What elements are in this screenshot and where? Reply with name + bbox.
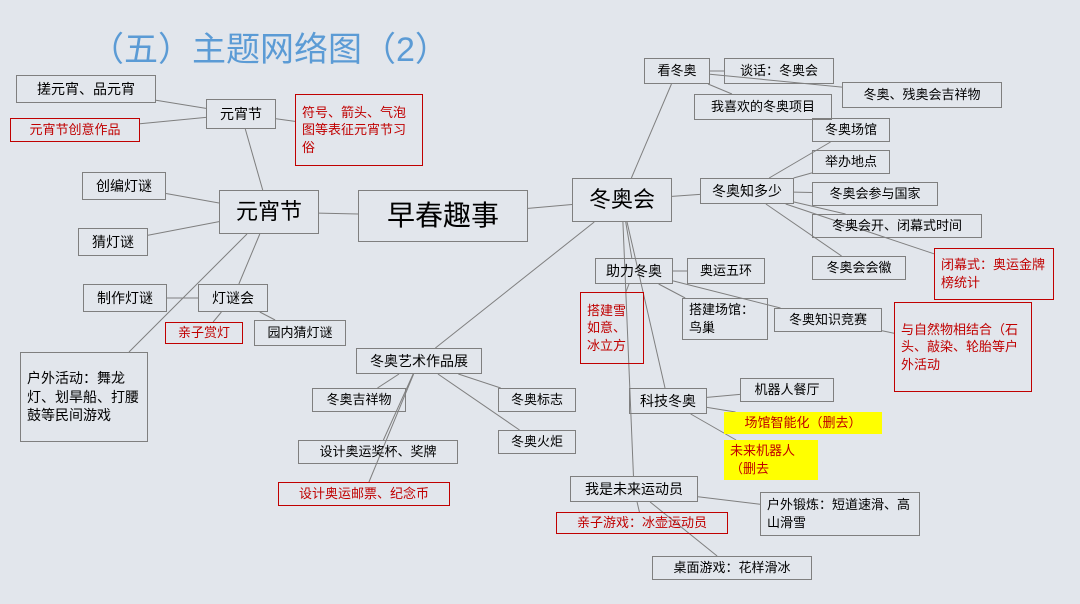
edge-yxj_main-cdmz xyxy=(148,222,219,236)
edge-yxj_main-bdmz xyxy=(166,194,219,204)
node-dyhj: 冬奥火炬 xyxy=(498,430,576,454)
node-dyh: 冬奥会 xyxy=(572,178,672,222)
node-wljqr: 未来机器人（删去 xyxy=(724,440,818,480)
diagram-stage: （五）主题网络图（2） 早春趣事元宵节元宵节搓元宵、品元宵元宵节创意作品符号、箭… xyxy=(0,0,1080,604)
node-dmh: 灯谜会 xyxy=(198,284,268,312)
edge-zldy-djcg xyxy=(659,284,686,298)
edge-yxj_main-yxj_top xyxy=(245,129,262,190)
node-sjyp: 设计奥运邮票、纪念币 xyxy=(278,482,450,506)
node-yncdm: 园内猜灯谜 xyxy=(254,320,346,346)
edge-dyh-kdy xyxy=(631,84,671,178)
edge-dyh-zldy xyxy=(626,222,632,258)
edge-wswl-hwdl xyxy=(698,497,760,505)
node-dyjxw: 冬奥吉祥物 xyxy=(312,388,406,412)
edge-dmh-yncdm xyxy=(260,312,275,320)
node-jbdd: 举办地点 xyxy=(812,150,890,174)
node-yxj_top: 元宵节 xyxy=(206,99,276,129)
node-zldy: 助力冬奥 xyxy=(595,258,673,284)
edge-yxj_top-yxj_creative xyxy=(140,117,206,123)
edge-kjdy-jqrct xyxy=(707,394,740,397)
node-qzsd: 亲子赏灯 xyxy=(165,322,243,344)
node-wxhdyxm: 我喜欢的冬奥项目 xyxy=(694,94,832,120)
node-cgznh: 场馆智能化（删去） xyxy=(724,412,882,434)
edge-dmh-qzsd xyxy=(213,312,221,322)
node-dyhz: 冬奥会会徽 xyxy=(812,256,906,280)
edge-yszpz-dyjxw xyxy=(377,374,399,388)
node-bms: 闭幕式：奥运金牌榜统计 xyxy=(934,248,1054,300)
node-center: 早春趣事 xyxy=(358,190,528,242)
node-djcg: 搭建场馆：鸟巢 xyxy=(682,298,768,340)
node-sjjb: 设计奥运奖杯、奖牌 xyxy=(298,440,458,464)
node-zsjs: 冬奥知识竞赛 xyxy=(774,308,882,332)
node-zmyx: 桌面游戏：花样滑冰 xyxy=(652,556,812,580)
edge-dyh-dyzsd xyxy=(672,194,700,196)
node-thdyh: 谈话：冬奥会 xyxy=(724,58,834,84)
node-yxj_main: 元宵节 xyxy=(219,190,319,234)
edge-dyzsd-jbdd xyxy=(794,173,812,178)
node-zzdmz: 制作灯谜 xyxy=(83,284,167,312)
node-kdy: 看冬奥 xyxy=(644,58,710,84)
edge-yszpz-dybz xyxy=(458,374,500,388)
node-yxj_creative: 元宵节创意作品 xyxy=(10,118,140,142)
node-outdoor: 户外活动：舞龙灯、划旱船、打腰鼓等民间游戏 xyxy=(20,352,148,442)
edge-yxj_main-dmh xyxy=(239,234,260,284)
node-aywh: 奥运五环 xyxy=(687,258,765,284)
edge-center-dyh xyxy=(528,204,572,208)
node-dybz: 冬奥标志 xyxy=(498,388,576,412)
node-cooking: 搓元宵、品元宵 xyxy=(16,75,156,103)
edge-zsjs-zrjh xyxy=(882,331,894,333)
node-dyzsd: 冬奥知多少 xyxy=(700,178,794,204)
edge-yxj_top-symbols xyxy=(276,119,295,122)
node-dycg: 冬奥场馆 xyxy=(812,118,890,142)
node-kbm: 冬奥会开、闭幕式时间 xyxy=(812,214,982,238)
node-jxw: 冬奥、残奥会吉祥物 xyxy=(842,82,1002,108)
node-wswl: 我是未来运动员 xyxy=(570,476,698,502)
node-cdmz: 猜灯谜 xyxy=(78,228,148,256)
node-hwdl: 户外锻炼：短道速滑、高山滑雪 xyxy=(760,492,920,536)
edge-kdy-wxhdyxm xyxy=(708,84,732,94)
edge-center-yxj_main xyxy=(319,213,358,214)
node-qzyx: 亲子游戏：冰壶运动员 xyxy=(556,512,728,534)
node-bdmz: 创编灯谜 xyxy=(82,172,166,200)
node-zrjh: 与自然物相结合（石头、敲染、轮胎等户外活动 xyxy=(894,302,1032,392)
edge-yxj_top-cooking xyxy=(156,100,206,108)
node-sjxry: 搭建雪如意、冰立方 xyxy=(580,292,644,364)
node-cygj: 冬奥会参与国家 xyxy=(812,182,938,206)
edge-wswl-qzyx xyxy=(637,502,639,512)
edge-zldy-sjxry xyxy=(626,284,629,292)
node-kjdy: 科技冬奥 xyxy=(629,388,707,414)
node-yszpz: 冬奥艺术作品展 xyxy=(356,348,482,374)
node-symbols: 符号、箭头、气泡图等表征元宵节习俗 xyxy=(295,94,423,166)
node-jqrct: 机器人餐厅 xyxy=(740,378,834,402)
page-title: （五）主题网络图（2） xyxy=(90,22,449,71)
